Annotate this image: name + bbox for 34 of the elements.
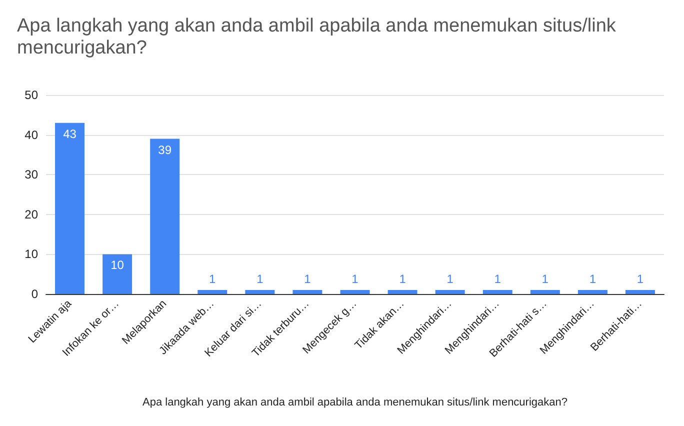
bar	[150, 138, 180, 294]
data-label: 1	[304, 272, 312, 286]
data-label: 1	[636, 272, 644, 286]
bar	[292, 290, 322, 294]
bar	[102, 254, 132, 294]
y-tick-label: 50	[24, 88, 38, 102]
bar	[340, 290, 370, 294]
bar	[482, 290, 512, 294]
data-label: 1	[589, 272, 596, 286]
bar	[578, 290, 608, 294]
y-tick-label: 40	[24, 128, 38, 142]
data-label: 10	[110, 258, 124, 272]
bar	[530, 290, 560, 294]
bar	[245, 290, 275, 294]
bar	[198, 290, 228, 294]
data-label: 1	[256, 272, 264, 286]
data-label: 39	[158, 142, 172, 157]
data-label: 1	[209, 272, 216, 286]
bar	[388, 290, 418, 294]
bar	[55, 122, 85, 294]
y-tick-label: 10	[24, 247, 38, 262]
data-label: 1	[352, 272, 359, 286]
data-label: 1	[399, 272, 406, 286]
data-label: 1	[446, 272, 454, 286]
chart-title: Apa langkah yang akan anda ambil apabila anda menemukan situs/link mencurigakan?	[17, 16, 622, 58]
y-tick-label: 0	[31, 287, 38, 301]
y-tick-label: 30	[24, 168, 38, 182]
data-label: 1	[494, 272, 502, 286]
bar	[435, 290, 465, 294]
x-axis-title: Apa langkah yang akan anda ambil apabila anda menemukan situs/link mencurigakan?	[142, 396, 568, 408]
data-label: 43	[63, 126, 77, 141]
bar	[625, 290, 655, 294]
y-tick-label: 20	[24, 207, 38, 222]
data-label: 1	[542, 272, 549, 286]
